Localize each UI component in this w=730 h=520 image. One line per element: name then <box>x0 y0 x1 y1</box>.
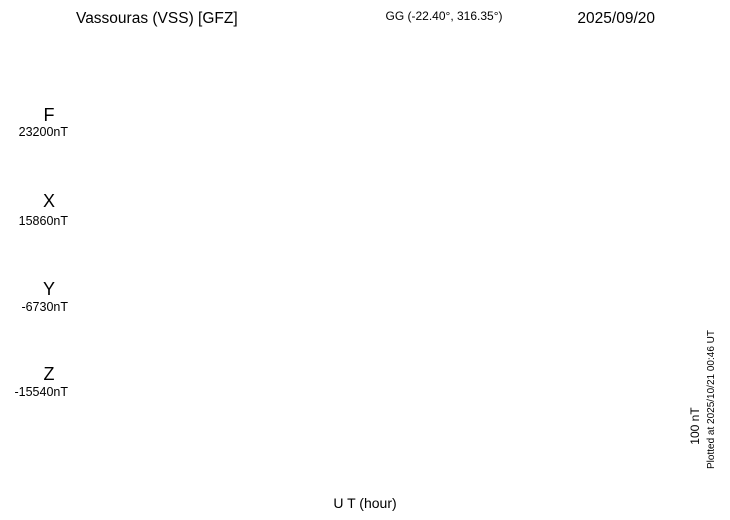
channel-label-f: F <box>44 105 55 125</box>
geographic-coords: GG (-22.40°, 316.35°) <box>386 9 503 23</box>
channel-base-y: -6730nT <box>21 300 68 314</box>
scale-bar-label: 100 nT <box>688 407 702 445</box>
plotted-at-note: Plotted at 2025/10/21 00:46 UT <box>706 330 717 469</box>
channel-base-x: 15860nT <box>19 214 69 228</box>
channel-label-x: X <box>43 191 55 211</box>
channel-label-y: Y <box>43 279 55 299</box>
channel-base-f: 23200nT <box>19 125 69 139</box>
channel-base-z: -15540nT <box>14 385 68 399</box>
channel-label-z: Z <box>44 364 55 384</box>
plot-date: 2025/09/20 <box>577 10 655 27</box>
station-title: Vassouras (VSS) [GFZ] <box>76 10 238 27</box>
x-axis-label: U T (hour) <box>333 495 396 511</box>
